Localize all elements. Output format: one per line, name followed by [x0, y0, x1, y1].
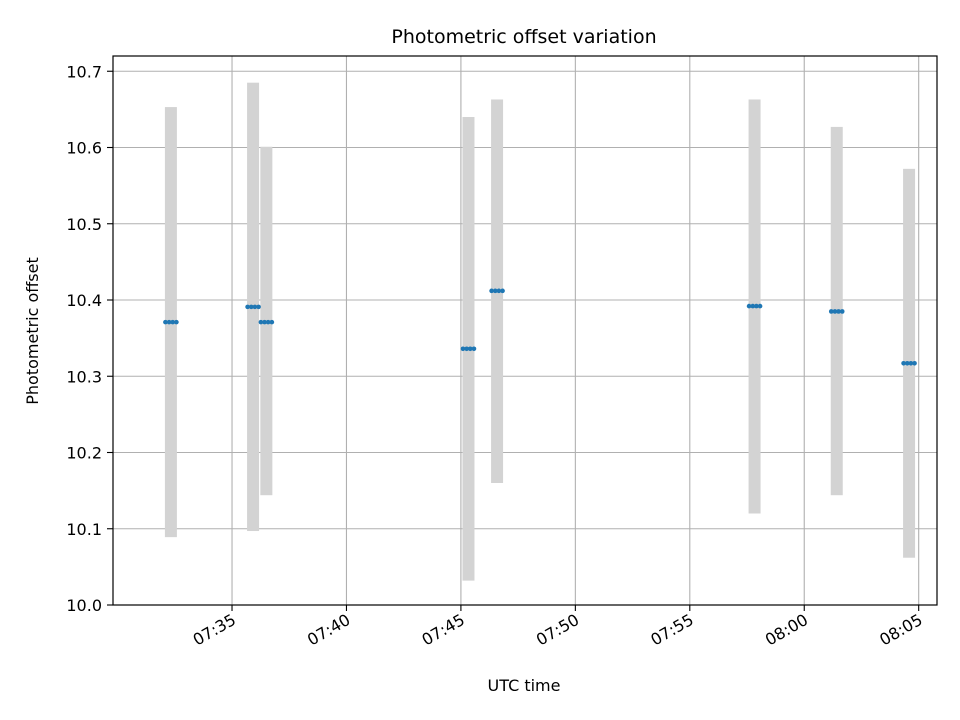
- data-point-marker: [496, 288, 502, 294]
- data-point-marker: [839, 309, 845, 314]
- y-tick-label: 10.2: [66, 444, 102, 463]
- data-point-marker: [269, 319, 275, 325]
- data-point-marker: [832, 309, 838, 314]
- y-tick-label: 10.4: [66, 291, 102, 310]
- data-point-marker: [912, 360, 917, 366]
- data-point-marker: [258, 319, 264, 325]
- data-point-marker: [471, 346, 477, 352]
- x-axis-ticks: 07:35 07:40 07:45 07:50 07:55 08:00 08:05: [190, 605, 926, 650]
- data-point-marker: [746, 303, 752, 309]
- y-tick-label: 10.5: [66, 215, 102, 234]
- data-point-marker: [464, 346, 469, 352]
- data-point: [746, 303, 763, 309]
- data-point-marker: [170, 319, 176, 325]
- y-tick-label: 10.7: [66, 62, 102, 81]
- data-point-marker: [908, 360, 914, 366]
- data-point-marker: [828, 309, 834, 314]
- data-points: [163, 288, 917, 366]
- data-point-marker: [467, 346, 473, 352]
- data-point-marker: [757, 303, 763, 309]
- x-tick-label: 08:05: [876, 610, 925, 650]
- data-point-marker: [265, 319, 271, 325]
- plot-frame: [112, 55, 938, 606]
- data-point-marker: [901, 360, 906, 366]
- data-point-marker: [492, 288, 498, 294]
- data-point-marker: [174, 319, 179, 325]
- x-tick-label: 07:45: [418, 610, 467, 650]
- y-tick-label: 10.3: [66, 367, 102, 386]
- data-point: [828, 309, 845, 314]
- data-point: [245, 304, 261, 310]
- y-axis-ticks: 10.0 10.1 10.2 10.3 10.4 10.5 10.6 10.7: [66, 62, 113, 615]
- data-point-marker: [163, 319, 168, 325]
- chart-title: Photometric offset variation: [391, 26, 656, 48]
- y-tick-label: 10.6: [66, 139, 102, 158]
- data-point-marker: [460, 346, 466, 352]
- y-tick-label: 10.0: [66, 596, 102, 615]
- data-point-marker: [836, 309, 841, 314]
- data-point-marker: [248, 304, 254, 310]
- x-tick-label: 07:50: [533, 610, 582, 650]
- data-point-marker: [166, 319, 172, 325]
- data-point-marker: [904, 360, 910, 366]
- data-point: [163, 319, 179, 325]
- data-point-marker: [750, 303, 756, 309]
- data-point-marker: [252, 304, 258, 310]
- y-tick-label: 10.1: [66, 520, 102, 539]
- data-point: [258, 319, 275, 325]
- data-point-marker: [489, 288, 494, 294]
- x-tick-label: 07:35: [190, 610, 239, 650]
- data-point-marker: [754, 303, 759, 309]
- data-point-marker: [245, 304, 250, 310]
- data-point: [460, 346, 477, 352]
- x-tick-label: 08:00: [762, 610, 811, 650]
- data-point: [901, 360, 917, 366]
- data-point-marker: [262, 319, 267, 325]
- data-point-marker: [256, 304, 261, 310]
- grid: [113, 56, 937, 606]
- data-point: [489, 288, 505, 294]
- x-tick-label: 07:40: [304, 610, 353, 650]
- y-axis-label: Photometric offset: [23, 257, 42, 405]
- error-bars: [164, 82, 916, 581]
- x-tick-label: 07:55: [647, 610, 696, 650]
- x-axis-label: UTC time: [488, 676, 561, 695]
- data-point-marker: [500, 288, 505, 294]
